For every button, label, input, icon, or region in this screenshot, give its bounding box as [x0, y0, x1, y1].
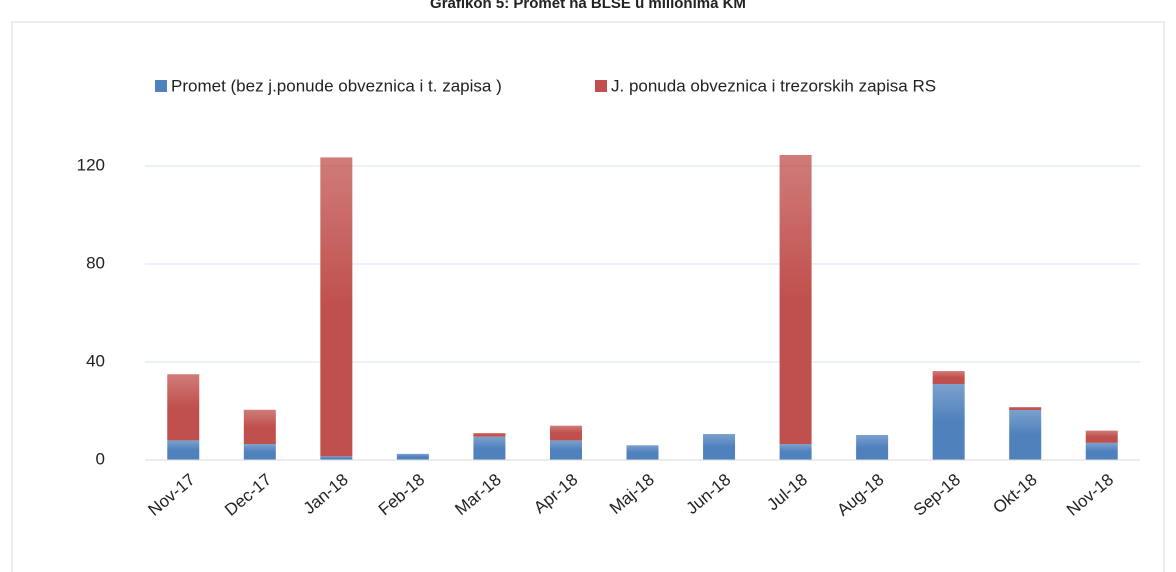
bar-segment	[320, 157, 353, 457]
bar-segment	[932, 384, 965, 460]
y-tick-label: 120	[77, 155, 105, 174]
bar-segment	[1085, 442, 1118, 460]
chart-frame	[11, 21, 1165, 572]
legend-label: J. ponuda obveznica i trezorskih zapisa …	[611, 76, 936, 95]
bar-segment	[473, 433, 506, 437]
y-tick-label: 80	[86, 253, 105, 272]
bar-segment	[243, 409, 276, 445]
bar-segment	[626, 445, 659, 460]
bar-segment	[473, 436, 506, 460]
bar-segment	[243, 444, 276, 460]
legend-swatch	[595, 80, 607, 92]
bar-segment	[396, 453, 429, 460]
y-tick-label: 0	[96, 449, 105, 468]
bar-segment	[703, 434, 736, 460]
legend-swatch	[155, 80, 167, 92]
bar-segment	[549, 440, 582, 460]
legend-label: Promet (bez j.ponude obveznica i t. zapi…	[171, 76, 502, 95]
bar-segment	[549, 425, 582, 441]
bar-segment	[1009, 410, 1042, 460]
bar-segment	[320, 456, 353, 460]
bar-segment	[932, 371, 965, 385]
chart-title: Grafikon 5: Promet na BLSE u milionima K…	[430, 0, 746, 12]
y-tick-label: 40	[86, 351, 105, 370]
bar-segment	[779, 444, 812, 460]
bar-segment	[1009, 407, 1042, 411]
bar-segment	[779, 154, 812, 445]
bar-segment	[167, 374, 200, 441]
bar-segment	[167, 440, 200, 460]
bar-segment	[856, 435, 889, 460]
bar-segment	[1085, 430, 1118, 443]
